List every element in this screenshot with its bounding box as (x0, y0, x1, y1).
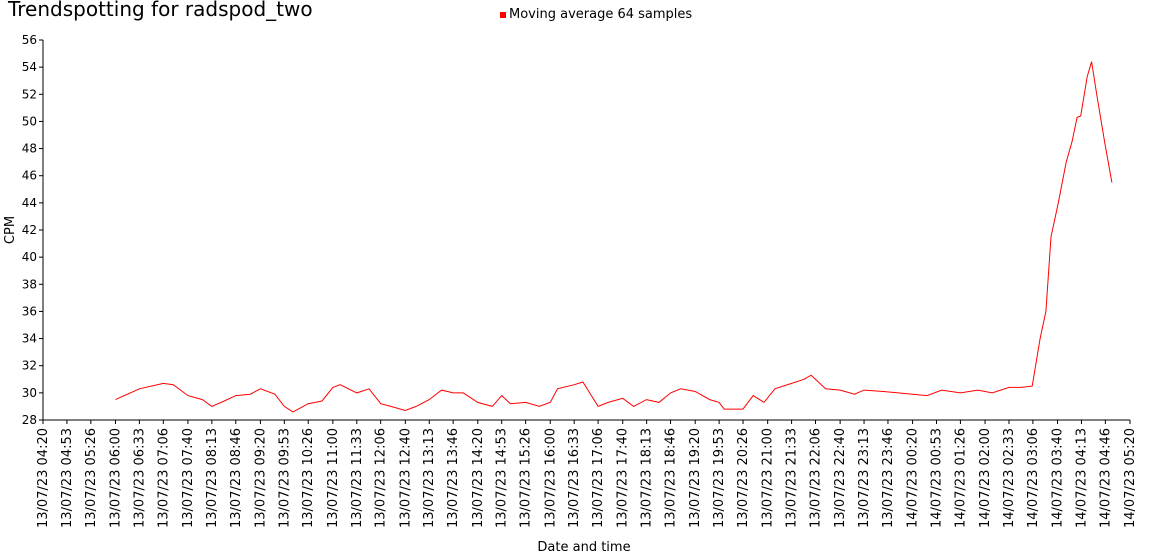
y-tick-label: 34 (22, 332, 37, 346)
x-tick-label: 13/07/23 08:46 (229, 428, 244, 528)
x-tick-label: 13/07/23 08:13 (205, 428, 220, 528)
x-tick-label: 14/07/23 02:00 (978, 428, 993, 528)
x-tick-label: 13/07/23 09:20 (253, 428, 268, 528)
legend-label: Moving average 64 samples (509, 7, 692, 22)
x-tick-label: 13/07/23 14:53 (495, 428, 510, 528)
x-tick-label: 13/07/23 12:06 (374, 428, 389, 528)
x-tick-label: 14/07/23 00:20 (906, 428, 921, 528)
x-tick-label: 14/07/23 01:26 (953, 428, 968, 528)
y-tick-label: 56 (22, 33, 37, 47)
chart-title: Trendspotting for radspod_two (7, 0, 313, 21)
x-tick-label: 13/07/23 15:26 (519, 428, 534, 528)
x-tick-label: 14/07/23 04:13 (1074, 428, 1089, 528)
x-tick-label: 13/07/23 12:40 (398, 428, 413, 528)
x-tick-label: 13/07/23 22:06 (808, 428, 823, 528)
y-tick-label: 28 (22, 413, 37, 427)
x-tick-label: 13/07/23 10:26 (301, 428, 316, 528)
y-tick-label: 46 (22, 169, 37, 183)
x-tick-label: 13/07/23 18:13 (640, 428, 655, 528)
x-tick-label: 13/07/23 09:53 (277, 428, 292, 528)
x-tick-label: 13/07/23 21:00 (761, 428, 776, 528)
y-tick-label: 40 (22, 250, 37, 264)
x-tick-label: 14/07/23 03:06 (1026, 428, 1041, 528)
x-tick-label: 13/07/23 21:33 (785, 428, 800, 528)
x-tick-label: 13/07/23 19:53 (712, 428, 727, 528)
x-axis-label: Date and time (537, 540, 630, 555)
x-tick-label: 14/07/23 04:46 (1098, 428, 1113, 528)
x-tick-label: 14/07/23 02:33 (1002, 428, 1017, 528)
x-tick-label: 13/07/23 19:20 (688, 428, 703, 528)
x-tick-label: 13/07/23 22:40 (833, 428, 848, 528)
y-tick-label: 42 (22, 223, 37, 237)
x-tick-label: 13/07/23 16:00 (543, 428, 558, 528)
x-tick-label: 13/07/23 20:26 (736, 428, 751, 528)
x-tick-label: 13/07/23 16:33 (567, 428, 582, 528)
y-tick-label: 38 (22, 277, 37, 291)
x-tick-label: 13/07/23 11:33 (350, 428, 365, 528)
x-tick-label: 13/07/23 05:26 (84, 428, 99, 528)
y-tick-label: 30 (22, 386, 37, 400)
x-tick-label: 13/07/23 07:40 (181, 428, 196, 528)
x-tick-label: 13/07/23 06:33 (132, 428, 147, 528)
x-tick-label: 13/07/23 07:06 (156, 428, 171, 528)
x-tick-label: 13/07/23 04:53 (60, 428, 75, 528)
x-tick-label: 13/07/23 17:40 (616, 428, 631, 528)
y-tick-label: 44 (22, 196, 37, 210)
x-tick-label: 13/07/23 11:00 (326, 428, 341, 528)
x-tick-label: 13/07/23 04:20 (36, 428, 51, 528)
y-tick-label: 32 (22, 359, 37, 373)
x-tick-label: 13/07/23 17:06 (591, 428, 606, 528)
data-line (115, 61, 1113, 413)
x-tick-label: 14/07/23 00:53 (930, 428, 945, 528)
x-tick-label: 13/07/23 06:00 (108, 428, 123, 528)
y-tick-label: 52 (22, 87, 37, 101)
x-tick-label: 13/07/23 18:46 (664, 428, 679, 528)
y-tick-label: 48 (22, 142, 37, 156)
y-tick-label: 36 (22, 304, 37, 318)
x-tick-label: 14/07/23 03:40 (1051, 428, 1066, 528)
y-axis-label: CPM (3, 216, 18, 244)
x-tick-label: 13/07/23 13:46 (446, 428, 461, 528)
y-tick-label: 54 (22, 60, 37, 74)
x-tick-label: 14/07/23 05:20 (1123, 428, 1138, 528)
x-tick-label: 13/07/23 23:46 (881, 428, 896, 528)
x-tick-label: 13/07/23 23:13 (857, 428, 872, 528)
y-tick-label: 50 (22, 114, 37, 128)
x-tick-label: 13/07/23 14:20 (471, 428, 486, 528)
legend-swatch (500, 12, 506, 18)
x-tick-label: 13/07/23 13:13 (422, 428, 437, 528)
